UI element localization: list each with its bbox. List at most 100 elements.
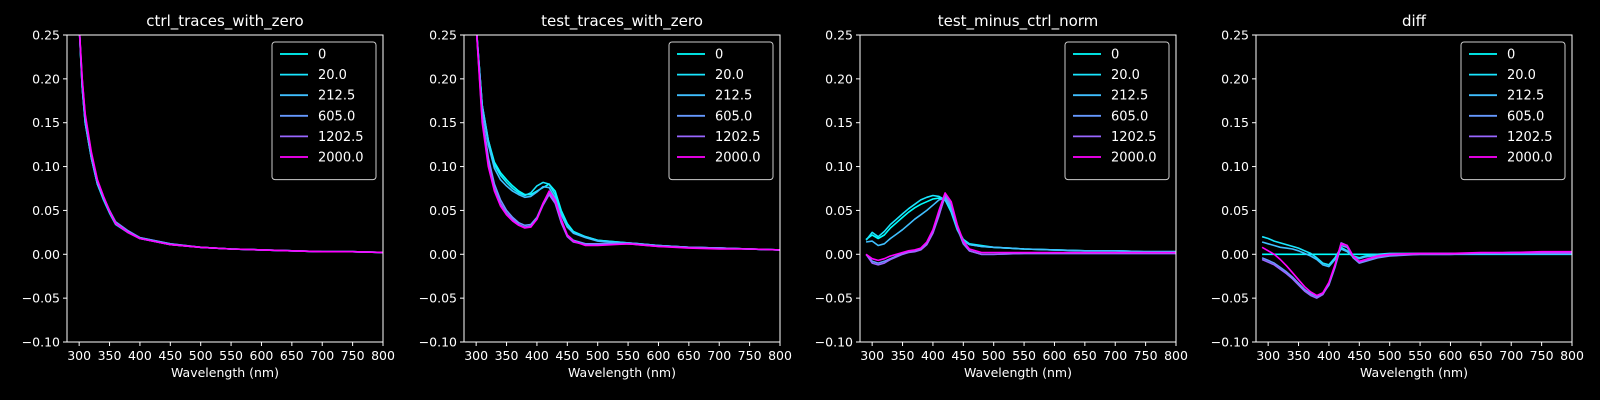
x-tick-label: 300 (1256, 348, 1280, 363)
legend-label: 0 (318, 48, 326, 63)
legend: 0 20.0 212.5 605.0 1202.5 2000.0 (1064, 41, 1170, 181)
y-tick-label: 0.05 (825, 203, 853, 218)
legend-label: 605.0 (318, 109, 355, 124)
x-axis-label: Wavelength (nm) (1360, 365, 1468, 380)
y-tick-label: 0.10 (825, 159, 853, 174)
legend-label: 20.0 (1507, 68, 1536, 83)
y-tick-label: −0.05 (419, 291, 457, 306)
series-line-212-5 (865, 197, 1176, 253)
x-tick-label: 500 (982, 348, 1006, 363)
x-tick-label: 350 (98, 348, 122, 363)
x-axis-label: Wavelength (nm) (171, 365, 279, 380)
y-tick-label: 0.00 (429, 247, 457, 262)
legend-label: 2000.0 (318, 151, 364, 166)
y-tick-label: 0.15 (825, 115, 853, 130)
legend-label: 20.0 (715, 68, 744, 83)
series-line-2000-0 (475, 35, 780, 251)
x-tick-label: 600 (647, 348, 671, 363)
y-tick-label: 0.25 (825, 28, 853, 43)
x-tick-label: 750 (1134, 348, 1158, 363)
series-line-2000-0 (865, 192, 1176, 262)
legend-label: 2000.0 (1111, 151, 1157, 166)
x-tick-label: 500 (586, 348, 610, 363)
legend-label: 1202.5 (318, 130, 364, 145)
x-tick-label: 450 (158, 348, 182, 363)
legend-label: 1202.5 (1111, 130, 1157, 145)
chart-panel-4: diff 300 350 400 450 500 550 600 650 700 750 800 −0.… (1211, 12, 1584, 380)
x-tick-label: 450 (1347, 348, 1371, 363)
y-tick-label: 0.20 (32, 71, 60, 86)
y-tick-label: 0.10 (429, 159, 457, 174)
x-tick-label: 650 (677, 348, 701, 363)
x-tick-label: 700 (707, 348, 731, 363)
legend-label: 0 (1111, 48, 1119, 63)
series-lines (865, 192, 1176, 266)
legend-label: 2000.0 (1507, 151, 1553, 166)
x-tick-label: 750 (341, 348, 365, 363)
series-line-2000-0 (78, 35, 383, 254)
panel-title: diff (1402, 12, 1427, 30)
legend-label: 605.0 (1507, 109, 1544, 124)
y-tick-label: 0.20 (1221, 71, 1249, 86)
series-lines (78, 35, 383, 254)
y-tick-label: −0.10 (815, 335, 853, 350)
y-tick-label: −0.10 (22, 335, 60, 350)
x-tick-label: 700 (1103, 348, 1127, 363)
y-tick-label: −0.05 (22, 291, 60, 306)
x-tick-label: 400 (921, 348, 945, 363)
x-tick-label: 300 (464, 348, 488, 363)
x-tick-label: 350 (891, 348, 915, 363)
x-tick-label: 800 (371, 348, 395, 363)
x-axis-label: Wavelength (nm) (964, 365, 1072, 380)
x-tick-label: 400 (1317, 348, 1341, 363)
y-tick-label: 0.05 (429, 203, 457, 218)
y-tick-label: 0.00 (1221, 247, 1249, 262)
legend-label: 1202.5 (715, 130, 761, 145)
y-tick-label: 0.10 (1221, 159, 1249, 174)
x-tick-label: 600 (250, 348, 274, 363)
x-tick-label: 600 (1439, 348, 1463, 363)
axes-frame (463, 34, 781, 343)
axes-frame (1255, 34, 1573, 343)
legend-label: 605.0 (715, 109, 752, 124)
y-tick-label: 0.25 (32, 28, 60, 43)
panel-title: ctrl_traces_with_zero (146, 12, 303, 31)
x-tick-label: 650 (1073, 348, 1097, 363)
y-tick-label: 0.25 (429, 28, 457, 43)
y-tick-label: 0.20 (825, 71, 853, 86)
x-tick-label: 300 (860, 348, 884, 363)
y-tick-label: −0.10 (419, 335, 457, 350)
legend: 0 20.0 212.5 605.0 1202.5 2000.0 (668, 41, 774, 181)
series-line-2000-0 (1261, 243, 1572, 297)
y-tick-label: −0.05 (1211, 291, 1249, 306)
legend-label: 0 (715, 48, 723, 63)
chart-panel-2: test_traces_with_zero 300 350 400 450 500 550 6… (419, 12, 792, 380)
y-tick-label: 0.15 (1221, 115, 1249, 130)
axes-frame (66, 34, 384, 343)
legend-box (668, 41, 774, 181)
x-tick-label: 800 (768, 348, 792, 363)
x-tick-label: 550 (1012, 348, 1036, 363)
x-tick-label: 400 (525, 348, 549, 363)
x-axis-label: Wavelength (nm) (568, 365, 676, 380)
y-tick-label: 0.20 (429, 71, 457, 86)
legend-label: 212.5 (1507, 89, 1544, 104)
legend-box (271, 41, 377, 181)
legend-label: 20.0 (318, 68, 347, 83)
legend: 0 20.0 212.5 605.0 1202.5 2000.0 (271, 41, 377, 181)
chart-panel-3: test_minus_ctrl_norm 300 350 400 450 500 550 60… (815, 12, 1188, 380)
legend-label: 212.5 (715, 89, 752, 104)
x-tick-label: 450 (555, 348, 579, 363)
legend-label: 2000.0 (715, 151, 761, 166)
x-tick-label: 550 (616, 348, 640, 363)
y-tick-label: 0.25 (1221, 28, 1249, 43)
legend-label: 0 (1507, 48, 1515, 63)
x-tick-label: 350 (495, 348, 519, 363)
x-tick-label: 350 (1287, 348, 1311, 363)
y-tick-label: 0.05 (1221, 203, 1249, 218)
series-line-1202-5 (865, 193, 1176, 266)
x-tick-label: 500 (189, 348, 213, 363)
panel-title: test_traces_with_zero (541, 12, 703, 31)
